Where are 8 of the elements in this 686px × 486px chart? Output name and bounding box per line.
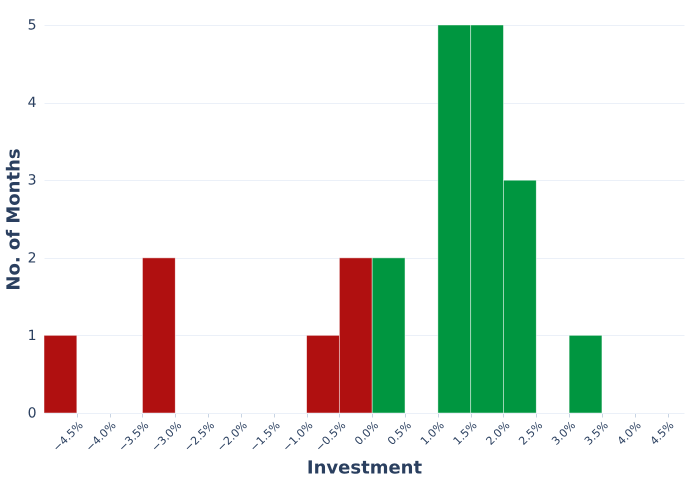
y-tick-label: 3 [28,172,36,189]
y-tick-label: 0 [28,406,36,422]
y-tick-label: 4 [28,95,37,112]
y-tick-label: 5 [28,18,36,34]
y-tick-label: 1 [28,328,36,344]
y-tick-label: 2 [28,250,36,266]
y-axis-title: No. of Months [4,148,25,291]
x-axis-title: Investment [306,458,422,479]
